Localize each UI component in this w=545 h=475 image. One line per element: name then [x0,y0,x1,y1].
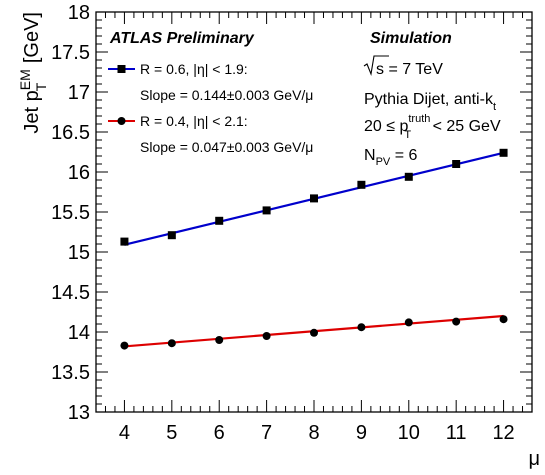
point-series-1 [167,339,176,348]
x-tick-label: 10 [398,422,420,444]
y-tick-label: 17 [68,82,90,104]
x-tick-label: 8 [308,422,319,444]
y-tick-label: 14.5 [51,282,90,304]
legend-slope-r06: Slope = 0.144±0.003 GeV/μ [140,87,313,103]
x-axis-title: μ [528,448,540,470]
point-series-1 [452,317,461,326]
y-tick-label: 16 [68,162,90,184]
npv-main: N [364,147,376,164]
x-tick-label: 4 [119,422,130,444]
point-series-1 [215,336,224,344]
pt-bin-pre: 20 ≤ p [364,118,408,135]
point-series-0 [167,231,176,240]
y-tick-label: 16.5 [51,122,90,144]
npv-post: = 6 [390,147,417,164]
data-points [120,148,508,350]
y-axis-title-main: Jet p [21,90,43,133]
y-tick-label: 14 [68,322,90,344]
legend-label-r06: R = 0.6, |η| < 1.9: [140,61,248,77]
pt-bin-sup: truth [408,113,430,125]
x-tick-label: 11 [446,422,467,444]
point-series-1 [499,315,508,324]
pt-bin-post: < 25 GeV [428,118,501,135]
generator-label: Pythia Dijet, anti-kt [364,91,496,113]
point-series-0 [357,180,366,189]
point-series-0 [452,160,461,168]
x-tick-label: 5 [166,422,177,444]
generator-main: Pythia Dijet, anti-k [364,91,494,108]
point-series-1 [357,323,366,332]
y-tick-label: 13 [68,402,90,424]
axis-ticks [95,11,533,413]
point-series-1 [262,332,271,340]
energy-label: s = 7 TeV [363,55,443,78]
legend: R = 0.6, |η| < 1.9: Slope = 0.144±0.003 … [108,61,313,155]
npv-sub: PV [376,156,391,168]
y-axis-title-sub: T [33,82,49,91]
x-tick-label: 9 [356,422,367,444]
legend-marker-r04 [117,117,126,125]
x-tick-label: 6 [214,422,225,444]
x-tick-label: 7 [261,422,272,444]
generator-sub: t [493,101,496,113]
y-tick-label: 13.5 [51,362,90,384]
simulation-label: Simulation [370,30,452,47]
npv-label: NPV = 6 [364,147,417,168]
point-series-0 [499,148,508,157]
legend-entry-r06: R = 0.6, |η| < 1.9: Slope = 0.144±0.003 … [108,61,313,103]
point-series-1 [310,328,318,337]
point-series-0 [310,194,318,203]
y-tick-label: 15 [68,242,90,264]
y-axis-title-sup: EM [17,69,33,90]
y-tick-label: 15.5 [51,202,90,224]
y-axis-title-unit: [GeV] [21,12,43,69]
energy-text: s = 7 TeV [376,61,443,78]
point-series-0 [262,206,271,215]
y-tick-label: 18 [68,2,90,24]
point-series-1 [404,318,413,327]
y-axis-title: Jet pEMT [GeV] [17,12,49,134]
point-series-1 [120,341,129,350]
sqrt-symbol [363,55,389,77]
legend-entry-r04: R = 0.4, |η| < 2.1: Slope = 0.047±0.003 … [108,113,313,155]
legend-label-r04: R = 0.4, |η| < 2.1: [140,113,248,129]
atlas-label: ATLAS Preliminary [109,30,255,47]
fit-lines [124,151,504,348]
legend-slope-r04: Slope = 0.047±0.003 GeV/μ [140,139,313,155]
point-series-0 [404,172,413,181]
tick-labels: 4 5 6 7 8 9 10 11 12 13 13.5 14 14.5 15 15.5 16 16.5 17 17… [51,2,515,444]
x-tick-label: 12 [492,422,514,444]
pt-bin-sub: T [404,129,411,141]
point-series-0 [120,237,129,246]
y-tick-label: 17.5 [51,42,90,64]
legend-marker-r06 [117,65,126,73]
point-series-0 [215,216,224,225]
pt-bin-label: 20 ≤ ptruth T < 25 GeV [364,113,501,141]
